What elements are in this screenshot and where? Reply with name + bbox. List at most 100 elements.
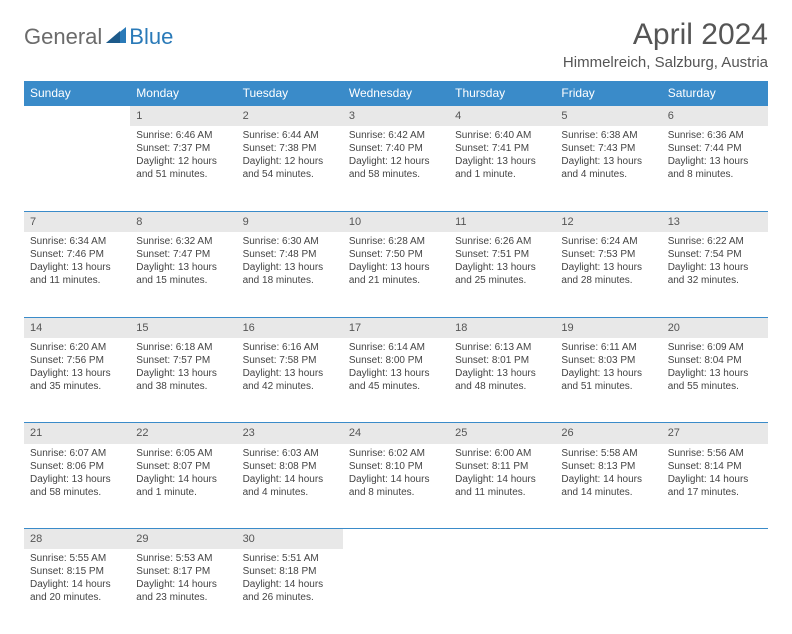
sunset-text: Sunset: 7:41 PM (455, 142, 549, 155)
sunset-text: Sunset: 8:01 PM (455, 354, 549, 367)
day-number-cell: 7 (24, 211, 130, 232)
day-content-cell: Sunrise: 6:07 AMSunset: 8:06 PMDaylight:… (24, 444, 130, 529)
day-number-row: 282930 (24, 529, 768, 550)
day-number-cell: 12 (555, 211, 661, 232)
sunset-text: Sunset: 8:04 PM (668, 354, 762, 367)
day-content-cell: Sunrise: 5:51 AMSunset: 8:18 PMDaylight:… (237, 549, 343, 634)
logo-text-general: General (24, 24, 102, 50)
day-number-cell: 6 (662, 106, 768, 127)
day-content-cell: Sunrise: 6:13 AMSunset: 8:01 PMDaylight:… (449, 338, 555, 423)
daylight-text: Daylight: 13 hours and 18 minutes. (243, 261, 337, 287)
sunrise-text: Sunrise: 6:24 AM (561, 235, 655, 248)
day-number-cell: 25 (449, 423, 555, 444)
sunset-text: Sunset: 7:50 PM (349, 248, 443, 261)
day-content-cell (662, 549, 768, 634)
daylight-text: Daylight: 14 hours and 20 minutes. (30, 578, 124, 604)
weekday-header: Friday (555, 81, 661, 106)
day-content-cell: Sunrise: 5:56 AMSunset: 8:14 PMDaylight:… (662, 444, 768, 529)
sunset-text: Sunset: 7:48 PM (243, 248, 337, 261)
daylight-text: Daylight: 13 hours and 25 minutes. (455, 261, 549, 287)
sunrise-text: Sunrise: 6:22 AM (668, 235, 762, 248)
sunset-text: Sunset: 8:13 PM (561, 460, 655, 473)
day-number-cell: 29 (130, 529, 236, 550)
sunset-text: Sunset: 7:51 PM (455, 248, 549, 261)
sunset-text: Sunset: 7:38 PM (243, 142, 337, 155)
daylight-text: Daylight: 13 hours and 55 minutes. (668, 367, 762, 393)
sunset-text: Sunset: 8:07 PM (136, 460, 230, 473)
day-number-cell: 24 (343, 423, 449, 444)
sunset-text: Sunset: 7:54 PM (668, 248, 762, 261)
sunset-text: Sunset: 8:10 PM (349, 460, 443, 473)
daylight-text: Daylight: 14 hours and 8 minutes. (349, 473, 443, 499)
daylight-text: Daylight: 14 hours and 14 minutes. (561, 473, 655, 499)
day-number-cell: 18 (449, 317, 555, 338)
day-number-cell: 5 (555, 106, 661, 127)
day-number-cell: 3 (343, 106, 449, 127)
sunrise-text: Sunrise: 6:20 AM (30, 341, 124, 354)
daylight-text: Daylight: 12 hours and 58 minutes. (349, 155, 443, 181)
day-number-row: 78910111213 (24, 211, 768, 232)
day-number-cell (24, 106, 130, 127)
day-content-cell: Sunrise: 6:03 AMSunset: 8:08 PMDaylight:… (237, 444, 343, 529)
sunset-text: Sunset: 7:47 PM (136, 248, 230, 261)
day-number-cell: 26 (555, 423, 661, 444)
day-number-cell (343, 529, 449, 550)
day-number-cell: 14 (24, 317, 130, 338)
day-number-cell: 28 (24, 529, 130, 550)
sunrise-text: Sunrise: 6:36 AM (668, 129, 762, 142)
sunset-text: Sunset: 8:06 PM (30, 460, 124, 473)
daylight-text: Daylight: 14 hours and 23 minutes. (136, 578, 230, 604)
day-content-cell: Sunrise: 6:05 AMSunset: 8:07 PMDaylight:… (130, 444, 236, 529)
sunset-text: Sunset: 7:40 PM (349, 142, 443, 155)
sunrise-text: Sunrise: 6:30 AM (243, 235, 337, 248)
daylight-text: Daylight: 13 hours and 58 minutes. (30, 473, 124, 499)
day-content-cell (343, 549, 449, 634)
day-content-cell: Sunrise: 6:26 AMSunset: 7:51 PMDaylight:… (449, 232, 555, 317)
logo: General Blue (24, 24, 173, 50)
page-header: General Blue April 2024 Himmelreich, Sal… (24, 18, 768, 71)
sunrise-text: Sunrise: 6:02 AM (349, 447, 443, 460)
day-number-cell: 23 (237, 423, 343, 444)
daylight-text: Daylight: 13 hours and 8 minutes. (668, 155, 762, 181)
day-content-cell: Sunrise: 6:36 AMSunset: 7:44 PMDaylight:… (662, 126, 768, 211)
sunrise-text: Sunrise: 6:44 AM (243, 129, 337, 142)
calendar-body: 123456Sunrise: 6:46 AMSunset: 7:37 PMDay… (24, 106, 768, 634)
day-content-row: Sunrise: 5:55 AMSunset: 8:15 PMDaylight:… (24, 549, 768, 634)
daylight-text: Daylight: 14 hours and 26 minutes. (243, 578, 337, 604)
weekday-header: Thursday (449, 81, 555, 106)
sunrise-text: Sunrise: 5:55 AM (30, 552, 124, 565)
sunset-text: Sunset: 7:37 PM (136, 142, 230, 155)
location-text: Himmelreich, Salzburg, Austria (563, 54, 768, 71)
sunrise-text: Sunrise: 6:11 AM (561, 341, 655, 354)
weekday-header-row: Sunday Monday Tuesday Wednesday Thursday… (24, 81, 768, 106)
daylight-text: Daylight: 13 hours and 21 minutes. (349, 261, 443, 287)
sunset-text: Sunset: 7:53 PM (561, 248, 655, 261)
sunrise-text: Sunrise: 6:05 AM (136, 447, 230, 460)
day-content-row: Sunrise: 6:07 AMSunset: 8:06 PMDaylight:… (24, 444, 768, 529)
sunrise-text: Sunrise: 6:09 AM (668, 341, 762, 354)
day-number-cell: 15 (130, 317, 236, 338)
sunset-text: Sunset: 8:03 PM (561, 354, 655, 367)
day-content-row: Sunrise: 6:46 AMSunset: 7:37 PMDaylight:… (24, 126, 768, 211)
day-content-cell: Sunrise: 6:00 AMSunset: 8:11 PMDaylight:… (449, 444, 555, 529)
sunrise-text: Sunrise: 6:40 AM (455, 129, 549, 142)
day-number-cell: 17 (343, 317, 449, 338)
day-content-cell: Sunrise: 5:55 AMSunset: 8:15 PMDaylight:… (24, 549, 130, 634)
day-number-cell: 8 (130, 211, 236, 232)
day-number-cell: 20 (662, 317, 768, 338)
daylight-text: Daylight: 14 hours and 11 minutes. (455, 473, 549, 499)
day-content-cell: Sunrise: 6:40 AMSunset: 7:41 PMDaylight:… (449, 126, 555, 211)
sunrise-text: Sunrise: 6:18 AM (136, 341, 230, 354)
day-number-cell: 30 (237, 529, 343, 550)
daylight-text: Daylight: 14 hours and 4 minutes. (243, 473, 337, 499)
sunset-text: Sunset: 8:15 PM (30, 565, 124, 578)
day-content-cell: Sunrise: 6:28 AMSunset: 7:50 PMDaylight:… (343, 232, 449, 317)
day-content-cell (24, 126, 130, 211)
day-number-cell: 16 (237, 317, 343, 338)
day-number-cell: 1 (130, 106, 236, 127)
day-content-row: Sunrise: 6:20 AMSunset: 7:56 PMDaylight:… (24, 338, 768, 423)
calendar-table: Sunday Monday Tuesday Wednesday Thursday… (24, 81, 768, 634)
day-content-cell: Sunrise: 6:09 AMSunset: 8:04 PMDaylight:… (662, 338, 768, 423)
sunrise-text: Sunrise: 6:14 AM (349, 341, 443, 354)
day-content-cell: Sunrise: 5:58 AMSunset: 8:13 PMDaylight:… (555, 444, 661, 529)
